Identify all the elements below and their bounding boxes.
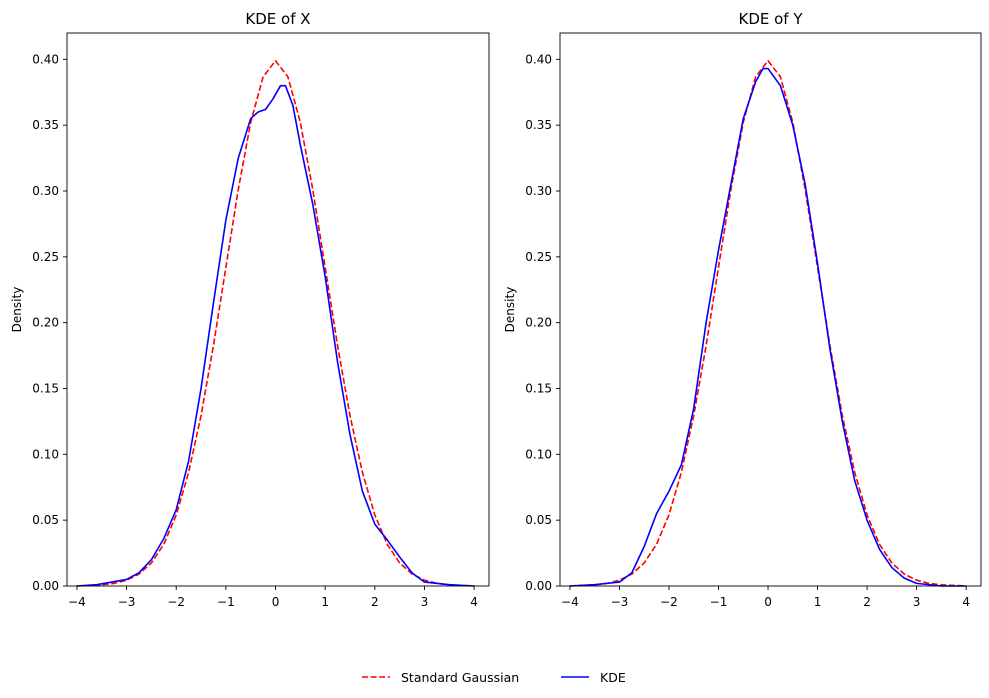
- chart-title: KDE of Y: [738, 10, 803, 28]
- x-tick-label: −3: [118, 595, 136, 609]
- x-tick-label: 0: [272, 595, 280, 609]
- x-tick-label: 3: [421, 595, 429, 609]
- x-tick-label: 1: [321, 595, 329, 609]
- axes-frame: [66, 32, 490, 587]
- y-tick-label: 0.00: [32, 579, 59, 593]
- x-tick-label: 4: [962, 595, 970, 609]
- legend-label: KDE: [600, 670, 626, 685]
- y-tick-label: 0.20: [32, 316, 59, 330]
- y-tick-label: 0.15: [525, 382, 552, 396]
- y-tick-label: 0.40: [525, 52, 552, 66]
- y-tick-label: 0.10: [32, 447, 59, 461]
- y-tick-label: 0.00: [525, 579, 552, 593]
- x-tick-label: 0: [764, 595, 772, 609]
- y-tick-label: 0.30: [525, 184, 552, 198]
- y-tick-label: 0.30: [32, 184, 59, 198]
- y-tick-label: 0.15: [32, 382, 59, 396]
- x-tick-label: 4: [470, 595, 478, 609]
- x-tick-label: 2: [863, 595, 871, 609]
- y-axis-label: Density: [503, 287, 517, 333]
- y-tick-label: 0.35: [32, 118, 59, 132]
- y-tick-label: 0.35: [525, 118, 552, 132]
- x-tick-label: 1: [814, 595, 822, 609]
- chart-title: KDE of X: [245, 10, 310, 28]
- x-tick-label: −2: [660, 595, 678, 609]
- y-tick-label: 0.40: [32, 52, 59, 66]
- x-tick-label: 3: [913, 595, 921, 609]
- y-tick-label: 0.25: [525, 250, 552, 264]
- series-line-standard-gaussian: [569, 59, 967, 587]
- y-tick-label: 0.20: [525, 316, 552, 330]
- series-line-kde: [76, 84, 475, 587]
- chart-panel-1: −4 −3 −2 −1 0 1 2 3 4 0.00 0.05 0.10 0.15 0.20 0.25 0.3…: [10, 10, 490, 609]
- legend-item: KDE: [561, 670, 626, 685]
- y-tick-label: 0.10: [525, 447, 552, 461]
- y-tick-label: 0.05: [525, 513, 552, 527]
- legend-item: Standard Gaussian: [362, 670, 519, 685]
- x-tick-label: 2: [371, 595, 379, 609]
- x-tick-label: −4: [561, 595, 579, 609]
- y-tick-label: 0.05: [32, 513, 59, 527]
- series-line-kde: [569, 67, 967, 587]
- axes-frame: [559, 32, 982, 587]
- x-tick-label: −2: [167, 595, 185, 609]
- legend: Standard Gaussian KDE: [362, 670, 626, 685]
- x-tick-label: −1: [217, 595, 235, 609]
- x-tick-label: −3: [611, 595, 629, 609]
- chart-panel-2: −4 −3 −2 −1 0 1 2 3 4 0.00 0.05 0.10 0.15 0.20 0.25 0.3…: [503, 10, 982, 609]
- legend-label: Standard Gaussian: [401, 670, 519, 685]
- x-tick-label: −4: [68, 595, 86, 609]
- y-tick-label: 0.25: [32, 250, 59, 264]
- series-line-standard-gaussian: [76, 59, 475, 587]
- x-tick-label: −1: [710, 595, 728, 609]
- y-axis-label: Density: [10, 287, 24, 333]
